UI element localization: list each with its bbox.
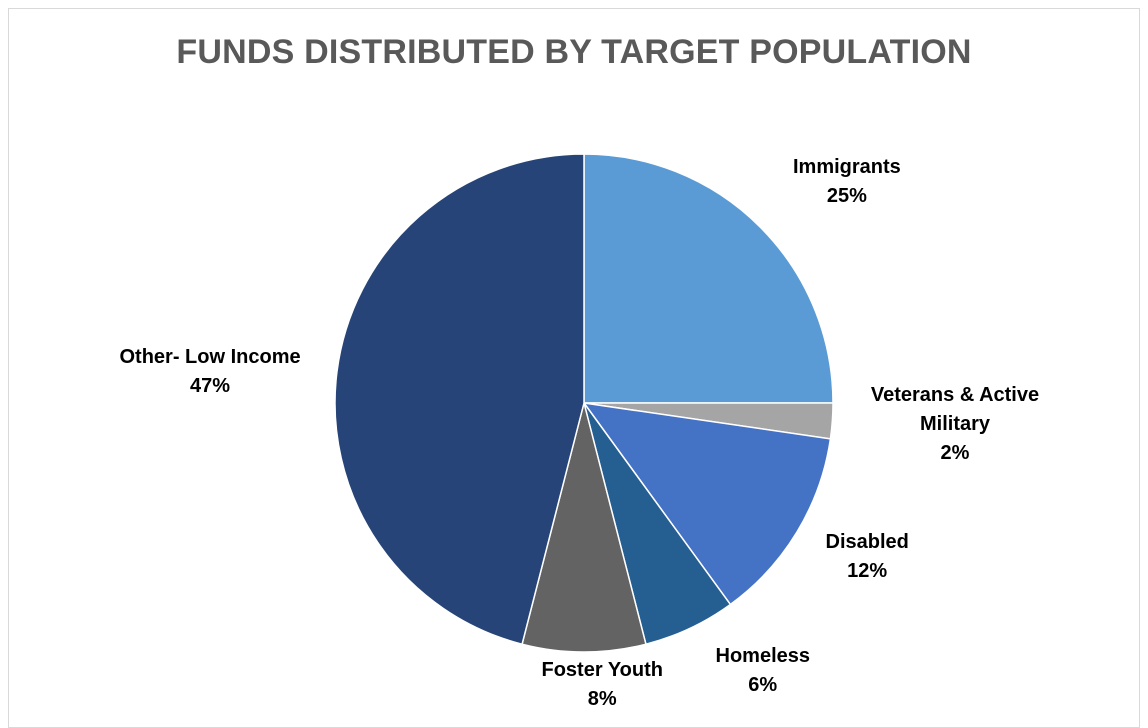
slice-name: Other- Low Income (119, 346, 301, 368)
slice-name: Foster Youth (541, 659, 663, 681)
slice-percent: 47% (190, 375, 231, 397)
slice-name: Disabled (825, 531, 909, 553)
pie-slice-other-low-income (334, 153, 585, 646)
chart-title: FUNDS DISTRIBUTED BY TARGET POPULATION (176, 33, 972, 71)
data-label-veterans-active-military: Veterans & Active Military 2% (855, 381, 1055, 468)
slice-name: Immigrants (793, 156, 901, 178)
pie-slice-immigrants (583, 153, 834, 404)
slice-name: Homeless (715, 645, 811, 667)
pie-chart (334, 153, 834, 653)
pie-slice-foster-youth (521, 402, 647, 653)
slice-percent: 12% (847, 560, 888, 582)
data-label-homeless: Homeless 6% (716, 642, 811, 700)
data-label-immigrants: Immigrants 25% (793, 153, 901, 211)
slice-percent: 25% (826, 185, 867, 207)
slice-name: Veterans & Active Military (870, 384, 1040, 435)
slice-percent: 2% (940, 442, 970, 464)
slice-percent: 8% (587, 688, 617, 710)
data-label-foster-youth: Foster Youth 8% (542, 656, 663, 714)
data-label-disabled: Disabled 12% (826, 528, 909, 586)
data-label-other-low-income: Other- Low Income 47% (120, 343, 301, 401)
pie-slice-disabled (582, 402, 832, 606)
slice-percent: 6% (748, 674, 778, 696)
